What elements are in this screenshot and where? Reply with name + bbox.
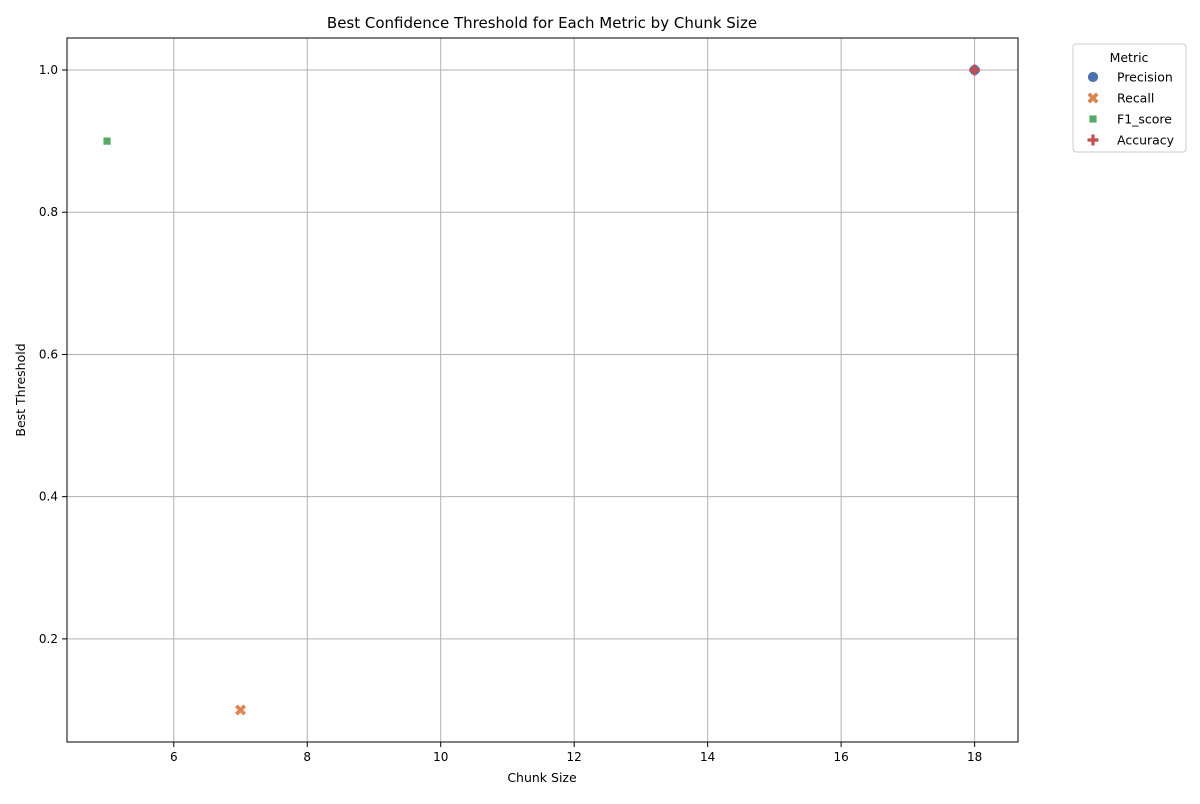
legend-title: Metric xyxy=(1110,50,1149,65)
x-tick-label: 16 xyxy=(834,750,849,764)
legend-items: Precision Recall F1_score Accuracy xyxy=(1087,70,1175,148)
legend: Metric Precision Recall F1_score Accuracy xyxy=(1072,43,1187,153)
data-points xyxy=(102,64,981,716)
legend-marker-accuracy xyxy=(1087,134,1099,146)
legend-label: Accuracy xyxy=(1117,133,1175,148)
y-tick-label: 1.0 xyxy=(39,63,58,77)
x-axis-ticks: 6 8 10 12 14 16 18 xyxy=(170,742,982,764)
y-tick-label: 0.8 xyxy=(39,205,58,219)
chart-title: Best Confidence Threshold for Each Metri… xyxy=(327,14,757,32)
legend-marker-recall xyxy=(1087,92,1099,104)
legend-label: Precision xyxy=(1117,70,1173,85)
data-point-recall xyxy=(235,704,246,716)
x-tick-label: 6 xyxy=(170,750,178,764)
data-point-f1-score xyxy=(102,136,112,146)
grid xyxy=(67,38,1018,742)
legend-marker-precision xyxy=(1087,71,1099,83)
legend-label: Recall xyxy=(1117,91,1154,106)
x-tick-label: 8 xyxy=(303,750,311,764)
plot-frame xyxy=(66,37,1019,743)
x-axis-label: Chunk Size xyxy=(507,770,577,785)
y-tick-label: 0.4 xyxy=(39,490,58,504)
legend-label: F1_score xyxy=(1117,112,1172,127)
y-tick-label: 0.2 xyxy=(39,632,58,646)
y-axis-label: Best Threshold xyxy=(13,343,28,436)
x-tick-label: 14 xyxy=(700,750,715,764)
legend-marker-f1-score xyxy=(1088,114,1098,124)
legend-box xyxy=(1072,43,1187,153)
x-tick-label: 10 xyxy=(433,750,448,764)
y-tick-label: 0.6 xyxy=(39,347,58,361)
x-tick-label: 12 xyxy=(567,750,582,764)
x-tick-label: 18 xyxy=(967,750,982,764)
y-axis-ticks: 0.2 0.4 0.6 0.8 1.0 xyxy=(39,63,67,646)
data-point-accuracy xyxy=(969,64,981,76)
